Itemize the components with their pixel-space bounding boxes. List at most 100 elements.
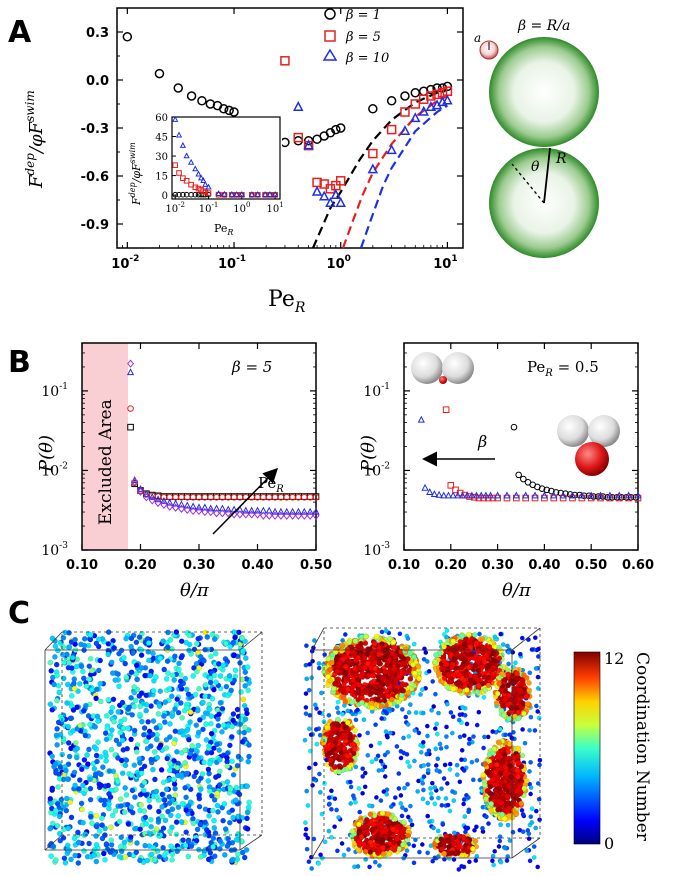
inset-xtick: 10-2: [165, 201, 185, 215]
panel-b-left-point: [218, 504, 227, 512]
panel-b-left-point: [224, 505, 232, 513]
panel-b-right-point: [493, 491, 502, 499]
inset-point: [179, 141, 187, 148]
panel-a-point: [218, 104, 229, 114]
panel-b-right-point: [477, 491, 485, 499]
panel-b-left-point: [189, 506, 197, 516]
panel-b-left-point: [253, 506, 262, 514]
pe-arrow: [212, 467, 279, 535]
inset-point: [266, 190, 274, 197]
panel-b-left-point: [148, 492, 156, 500]
panel-b-left-xlabel: θ/π: [180, 580, 210, 601]
panel-b-right-point: [531, 491, 539, 499]
panel-b-right-point: [444, 491, 453, 499]
inset-point: [205, 190, 212, 196]
panel-a-point: [280, 56, 290, 66]
inset-xtick: 101: [267, 201, 284, 215]
panel-a-point: [229, 107, 239, 117]
panel-a-point: [410, 112, 421, 123]
panel-b-right-ytick: 10-3: [363, 541, 390, 559]
panel-a-point: [122, 32, 133, 42]
panel-a-point: [418, 105, 429, 116]
panel-b-left-point: [288, 507, 297, 515]
panel-b-right-point: [587, 491, 595, 499]
panel-b-left-point: [242, 506, 250, 514]
colorbar-max-label: 12: [604, 649, 624, 668]
panel-a-point: [432, 89, 442, 100]
panel-a-ytick: 0.3: [86, 26, 109, 41]
panel-b-left-point: [172, 503, 180, 512]
panel-b-left-point: [265, 511, 273, 520]
panel-b-left-point: [189, 502, 197, 510]
panel-b-left-point: [127, 423, 134, 431]
panel-a-point: [293, 132, 304, 143]
panel-b-right-point: [463, 491, 471, 499]
panel-b-right-xlabel: θ/π: [502, 580, 532, 601]
panel-a-point: [410, 99, 421, 109]
panel-b-left-point: [137, 487, 144, 496]
panel-b-right-point: [510, 423, 518, 431]
panel-b-right-point: [515, 471, 522, 479]
panel-letter-b: B: [8, 345, 31, 380]
panel-b-right-point: [426, 488, 434, 495]
inset-point: [183, 152, 190, 159]
panel-a-point: [426, 91, 436, 101]
panel-b-left-point: [230, 510, 238, 519]
inset-point: [261, 190, 269, 197]
panel-a-point: [331, 180, 341, 191]
panel-b-left-point: [207, 507, 215, 517]
panel-b-left-point: [312, 511, 320, 520]
coordination-colorbar: [573, 651, 601, 845]
inset-ytick: 0: [162, 191, 168, 202]
panel-a-point: [331, 124, 341, 135]
inset-point: [205, 183, 212, 190]
panel-b-left-point: [300, 507, 308, 515]
panel-b-right-point: [435, 490, 443, 498]
panel-a-inset: 60 45 30 15 010-2 10-1 100 101 Fdep/φFswim PeR: [128, 113, 284, 237]
panel-b-left-point: [236, 505, 244, 513]
panel-a-legend: β = 1 β = 5 β = 10: [322, 8, 389, 66]
panel-b-right-point: [440, 491, 448, 499]
panel-a-point: [400, 91, 410, 101]
inset-point: [233, 190, 240, 197]
panel-a-point: [325, 184, 336, 194]
panel-a-point: [330, 188, 342, 199]
panel-b-left-point: [306, 507, 314, 515]
panel-b-left-ytick: 10-1: [41, 382, 68, 400]
panel-b-right-point: [482, 491, 490, 499]
schematic-R-label: R: [555, 151, 567, 167]
colorbar-title: Coordination Number: [632, 652, 652, 842]
panel-b-left-point: [277, 507, 285, 515]
panel-a-ylabel: Fdep/φFswim: [23, 90, 47, 189]
panel-a-point: [442, 81, 453, 92]
panel-b-left-point: [183, 505, 191, 514]
inset-point: [221, 190, 228, 197]
inset-point: [192, 191, 199, 198]
inset-point: [183, 177, 190, 184]
panel-b-left-point: [201, 503, 209, 511]
panel-b-left-point: [259, 511, 267, 520]
panel-b-right-point: [615, 491, 623, 499]
panel-a-point: [197, 96, 207, 106]
panel-b-right-point: [486, 491, 495, 499]
panel-b-left-point: [294, 511, 302, 520]
schematic-a-label: a: [474, 31, 481, 45]
panel-a-point: [368, 104, 378, 114]
panel-b-right-point: [578, 491, 586, 499]
panel-a-ytick: -0.6: [81, 170, 109, 185]
inset-point: [272, 190, 279, 197]
panel-a-point: [335, 196, 346, 207]
inset-point: [192, 184, 199, 191]
panel-b-left-xtick: 0.20: [124, 558, 156, 573]
panel-b-left-point: [294, 507, 303, 515]
panel-b-left-point: [271, 511, 279, 520]
inset-point: [176, 191, 182, 198]
panel-b-right-point: [568, 491, 577, 499]
panel-b-left-point: [236, 510, 244, 519]
panel-b-right-xtick: 0.20: [435, 558, 467, 573]
inset-point: [172, 115, 179, 122]
panel-a-point: [280, 137, 290, 148]
panel-letter-c: C: [8, 596, 30, 631]
panel-b-left-point: [166, 502, 174, 511]
panel-a-point: [442, 94, 453, 105]
